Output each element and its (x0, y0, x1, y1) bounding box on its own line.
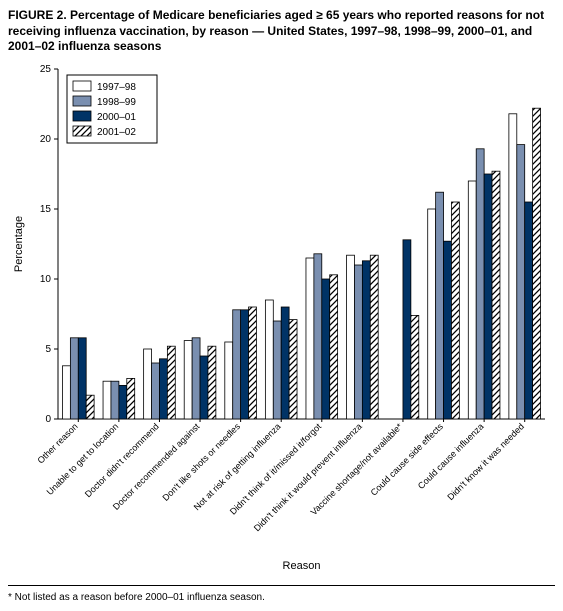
category-label: Didn't know it was needed (445, 421, 526, 502)
category-label: Unable to get to location (45, 421, 121, 497)
chart-container: 0 5 10 15 20 25 Percentage Other reasonUnable t… (8, 59, 555, 579)
bar (451, 202, 459, 419)
category-label: Don't like shots or needles (161, 421, 243, 503)
bar (403, 240, 411, 419)
bar (468, 181, 476, 419)
y-tick-label: 5 (45, 344, 51, 355)
legend-swatch (73, 96, 91, 106)
bar (289, 319, 297, 418)
bar (314, 254, 322, 419)
bar (249, 307, 257, 419)
bar (436, 192, 444, 419)
bar (492, 171, 500, 419)
category-label: Doctor recommended against (111, 421, 202, 512)
bar (322, 279, 330, 419)
bar (362, 261, 370, 419)
bar (111, 381, 119, 419)
bar (233, 310, 241, 419)
legend-label: 1998–99 (97, 97, 136, 108)
bar (127, 378, 135, 419)
y-tick-label: 15 (40, 204, 52, 215)
bar (306, 258, 314, 419)
footnote: * Not listed as a reason before 2000–01 … (8, 592, 555, 603)
category-label: Doctor didn't recommend (83, 421, 161, 499)
legend-label: 1997–98 (97, 82, 136, 93)
legend-swatch (73, 81, 91, 91)
bar (70, 338, 78, 419)
bar (225, 342, 233, 419)
bar (208, 346, 216, 419)
category-label: Could cause side effects (369, 421, 446, 498)
bar (273, 321, 281, 419)
bar (476, 149, 484, 419)
bar (62, 366, 70, 419)
bar (200, 356, 208, 419)
bar (370, 255, 378, 419)
bar (86, 395, 94, 419)
bar (525, 202, 533, 419)
bar (533, 108, 541, 419)
bar (484, 174, 492, 419)
bar (184, 340, 192, 418)
bar (192, 338, 200, 419)
bar (517, 144, 525, 418)
legend-swatch (73, 126, 91, 136)
category-label: Not at risk of getting influenza (192, 421, 283, 512)
bar (119, 385, 127, 419)
y-tick-label: 25 (40, 64, 52, 75)
bar (103, 381, 111, 419)
bar (354, 265, 362, 419)
figure-title: FIGURE 2. Percentage of Medicare benefic… (8, 8, 555, 55)
bar (411, 315, 419, 419)
bar (509, 114, 517, 419)
bar (167, 346, 175, 419)
y-tick-label: 10 (40, 274, 52, 285)
category-label: Other reason (35, 421, 79, 465)
x-axis-label: Reason (283, 560, 321, 572)
bar (265, 300, 273, 419)
bar-chart: 0 5 10 15 20 25 Percentage Other reasonUnable t… (8, 59, 555, 579)
legend-label: 2000–01 (97, 112, 136, 123)
divider (8, 585, 555, 586)
y-tick-label: 20 (40, 134, 52, 145)
y-tick-label: 0 (45, 414, 51, 425)
bar (78, 338, 86, 419)
bar (159, 359, 167, 419)
bar (152, 363, 160, 419)
bar (241, 310, 249, 419)
bar (347, 255, 355, 419)
bar (444, 241, 452, 419)
legend-label: 2001–02 (97, 127, 136, 138)
bar (428, 209, 436, 419)
bar (281, 307, 289, 419)
bar (330, 275, 338, 419)
bar (144, 349, 152, 419)
legend-swatch (73, 111, 91, 121)
y-axis-label: Percentage (13, 216, 25, 272)
